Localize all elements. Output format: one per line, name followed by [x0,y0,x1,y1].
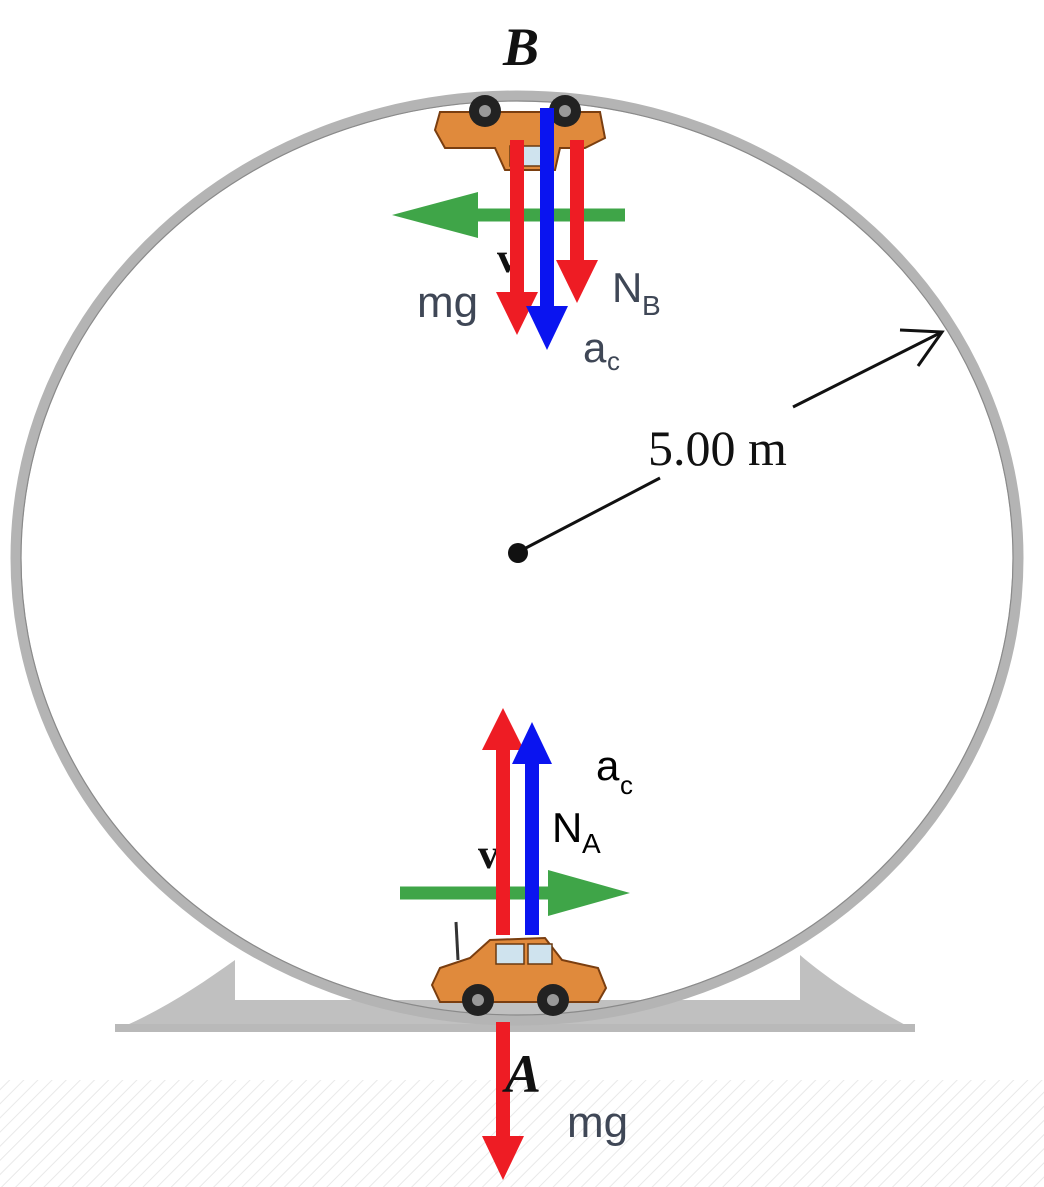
loop-center-point [508,543,528,563]
weight-arrow-bottom [482,1022,524,1180]
normal-label-top-sub: B [642,290,661,321]
accel-label-bottom-sub: c [620,770,633,800]
velocity-label-bottom: v [478,832,499,878]
loop-track-inner-edge [20,100,1014,1016]
point-a-label: A [502,1044,541,1104]
floor-hatch [0,1080,1044,1187]
radius-line-upper [792,331,941,409]
accel-arrow-bottom [512,722,552,935]
accel-arrow-top [526,108,568,350]
normal-label-top: N [612,264,642,311]
velocity-arrow-bottom [400,870,630,916]
weight-label-top: mg [417,278,478,327]
weight-arrow-top [496,140,538,335]
loop-support [115,955,915,1030]
normal-label-bottom: N [552,804,582,851]
accel-label-bottom: a [596,742,620,789]
radius-label: 5.00 m [648,420,787,476]
accel-label-top-sub: c [607,346,620,376]
accel-label-top: a [583,324,607,371]
weight-label-bottom: mg [567,1098,628,1147]
radius-line-lower [521,476,661,552]
normal-label-bottom-sub: A [582,828,601,859]
point-b-label: B [502,17,539,77]
car-at-a [430,921,608,1016]
radius-arrowhead [899,328,945,367]
normal-arrow-bottom [482,708,524,935]
normal-arrow-top [556,140,598,303]
loop-support-base [115,1024,915,1032]
velocity-arrow-top [392,192,625,238]
loop-track [10,90,1024,1026]
